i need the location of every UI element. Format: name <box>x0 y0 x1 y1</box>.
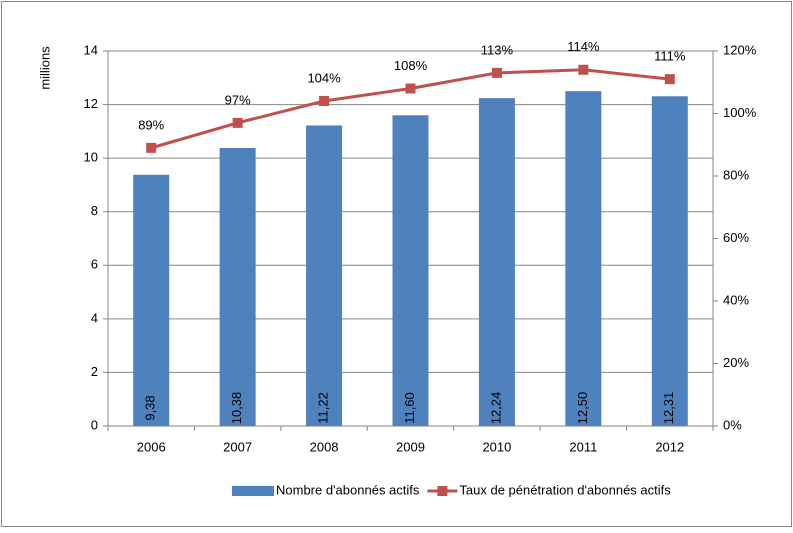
line-value-label: 114% <box>567 39 600 54</box>
legend-label: Taux de pénétration d'abonnés actifs <box>459 482 671 497</box>
y2-tick-label: 0% <box>723 417 742 432</box>
bar-value-label: 11,60 <box>402 392 417 424</box>
y2-tick-label: 40% <box>723 292 749 307</box>
bar <box>478 98 515 427</box>
line-value-label: 97% <box>225 92 251 107</box>
line-marker <box>405 83 416 94</box>
x-tick-label: 2007 <box>223 439 252 454</box>
y2-tick-label: 100% <box>723 105 757 120</box>
line-marker <box>664 74 675 85</box>
x-tick-label: 2012 <box>655 439 684 454</box>
bar-value-label: 10,38 <box>229 392 244 425</box>
bar-value-label: 11,22 <box>316 392 331 424</box>
bar-value-label: 12,24 <box>488 392 503 425</box>
bar <box>392 115 429 427</box>
bar <box>651 96 688 427</box>
line-value-label: 104% <box>307 70 341 85</box>
bar-value-label: 12,31 <box>661 392 676 425</box>
line-value-label: 89% <box>138 117 164 132</box>
y-tick-label: 2 <box>91 364 98 379</box>
bar-value-label: 9,38 <box>143 395 158 420</box>
bar <box>306 125 343 426</box>
x-tick-label: 2011 <box>569 439 597 454</box>
y-axis-label: millions <box>37 46 52 90</box>
legend-swatch <box>232 486 274 496</box>
line-marker <box>146 142 157 153</box>
line-marker <box>319 96 330 106</box>
y-tick-label: 6 <box>91 257 98 272</box>
line-marker <box>578 64 589 75</box>
bar <box>133 174 170 426</box>
legend-swatch <box>437 486 448 496</box>
y2-tick-label: 20% <box>723 355 749 370</box>
line-value-label: 113% <box>481 42 514 57</box>
bar <box>565 91 602 426</box>
y2-tick-label: 60% <box>723 230 749 245</box>
y-tick-label: 14 <box>84 42 98 57</box>
bar-value-label: 12,50 <box>575 392 590 425</box>
bar <box>219 147 256 426</box>
y2-tick-label: 120% <box>723 42 757 57</box>
y-tick-label: 8 <box>91 203 98 218</box>
y-tick-label: 12 <box>84 96 98 111</box>
line-value-label: 111% <box>654 49 686 64</box>
legend-label: Nombre d'abonnés actifs <box>276 482 420 497</box>
line-marker <box>491 67 502 78</box>
x-tick-label: 2006 <box>137 439 166 454</box>
line-value-label: 108% <box>394 58 428 73</box>
y-tick-label: 10 <box>84 150 98 165</box>
x-tick-label: 2008 <box>310 439 339 454</box>
y-tick-label: 0 <box>91 417 98 432</box>
y2-tick-label: 80% <box>723 167 749 182</box>
line-marker <box>232 117 243 128</box>
x-tick-label: 2009 <box>396 439 425 454</box>
y-tick-label: 4 <box>91 310 98 325</box>
x-tick-label: 2010 <box>482 439 511 454</box>
